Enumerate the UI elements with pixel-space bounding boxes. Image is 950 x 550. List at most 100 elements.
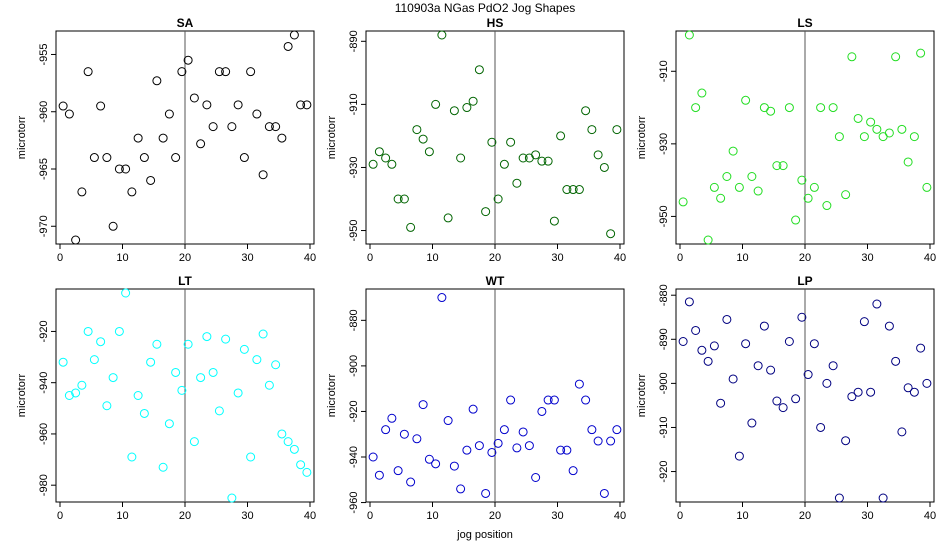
data-point [158, 133, 168, 143]
data-point [177, 385, 187, 395]
data-point [108, 221, 118, 231]
data-point [803, 370, 813, 380]
y-tick-label: -920 [348, 400, 360, 422]
x-tick-label: 0 [677, 252, 683, 264]
data-point [58, 101, 68, 111]
data-point [524, 153, 534, 163]
data-point [697, 88, 707, 98]
data-point [922, 182, 932, 192]
data-point [506, 395, 516, 405]
y-tick-label: -950 [658, 205, 670, 227]
data-point [784, 103, 794, 113]
data-point [753, 361, 763, 371]
data-point [202, 332, 212, 342]
data-point [221, 67, 231, 77]
data-point [189, 93, 199, 103]
data-point [468, 96, 478, 106]
data-point [593, 436, 603, 446]
data-point [759, 321, 769, 331]
y-axis-label: microtorr [326, 115, 338, 159]
data-point [127, 452, 137, 462]
data-point [239, 344, 249, 354]
data-point [171, 367, 181, 377]
data-point [897, 427, 907, 437]
x-tick-label: 40 [614, 510, 626, 522]
y-tick-label: -955 [38, 43, 50, 65]
y-tick-label: -930 [658, 133, 670, 155]
data-point [493, 194, 503, 204]
data-point [916, 48, 926, 58]
data-point [512, 178, 522, 188]
data-point [208, 367, 218, 377]
x-tick-label: 10 [736, 252, 748, 264]
data-point [481, 488, 491, 498]
data-point [753, 186, 763, 196]
data-point [83, 326, 93, 336]
data-point [803, 193, 813, 203]
data-point [593, 150, 603, 160]
data-point [183, 55, 193, 65]
data-point [449, 461, 459, 471]
data-point [283, 41, 293, 51]
data-point [214, 67, 224, 77]
y-tick-label: -960 [348, 492, 360, 514]
data-point [271, 360, 281, 370]
y-tick-label: -920 [38, 320, 50, 342]
data-point [499, 425, 509, 435]
data-point [784, 336, 794, 346]
y-tick-label: -930 [348, 156, 360, 178]
data-point [96, 337, 106, 347]
panel-ls: LS 0 10 20 30 40 -910 -930 -950 microtorr [636, 16, 936, 264]
data-point [374, 147, 384, 157]
data-point [399, 194, 409, 204]
data-point [296, 460, 306, 470]
data-point [506, 137, 516, 147]
figure-x-axis-label: jog position [456, 529, 513, 541]
x-tick-label: 30 [551, 252, 563, 264]
data-point [716, 193, 726, 203]
data-point [196, 373, 206, 383]
y-tick-label: -920 [658, 461, 670, 483]
data-point [443, 416, 453, 426]
data-point [152, 339, 162, 349]
y-tick-label: -880 [348, 309, 360, 331]
panel-wt: WT 0 10 20 30 40 -880 -900 -920 -940 -960 microtorr [326, 274, 626, 522]
data-point [709, 341, 719, 351]
data-point [418, 134, 428, 144]
data-point [531, 150, 541, 160]
x-tick-label: 0 [367, 510, 373, 522]
data-point [252, 355, 262, 365]
x-tick-label: 40 [614, 252, 626, 264]
data-point [171, 153, 181, 163]
data-point [691, 103, 701, 113]
data-point [214, 406, 224, 416]
data-point [903, 157, 913, 167]
y-tick-label: -900 [348, 355, 360, 377]
data-point [791, 394, 801, 404]
data-point [468, 404, 478, 414]
data-point [227, 122, 237, 132]
data-point [897, 124, 907, 134]
data-point [587, 125, 597, 135]
y-axis-label: microtorr [636, 373, 648, 417]
data-point [158, 462, 168, 472]
y-tick-label: -910 [658, 416, 670, 438]
data-point [766, 106, 776, 116]
data-point [556, 445, 566, 455]
x-tick-label: 30 [551, 510, 563, 522]
data-point [133, 391, 143, 400]
x-tick-label: 10 [736, 510, 748, 522]
data-point [537, 406, 547, 416]
data-point [302, 100, 312, 110]
data-point [456, 484, 466, 494]
data-point [412, 434, 422, 444]
data-point [543, 395, 553, 405]
data-point [537, 156, 547, 166]
x-tick-label: 20 [179, 252, 191, 264]
x-tick-label: 10 [116, 252, 128, 264]
panel-title: WT [486, 274, 505, 288]
data-point [841, 190, 851, 200]
data-point [71, 235, 81, 245]
data-point [443, 213, 453, 223]
